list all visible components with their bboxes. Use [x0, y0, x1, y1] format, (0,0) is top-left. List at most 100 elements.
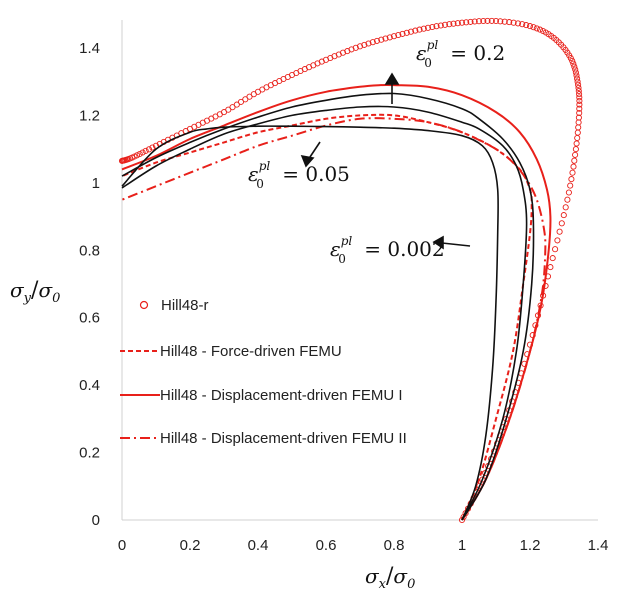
data-point [533, 25, 540, 32]
y-tick-label: 0.6 [79, 310, 100, 327]
data-point [569, 169, 576, 176]
data-point [510, 19, 517, 26]
data-point [562, 204, 569, 211]
x-tick-labels: 0 0.2 0.4 0.6 0.8 1 1.2 1.4 [118, 537, 609, 554]
arrow-0-002-head [432, 235, 444, 250]
data-point [497, 18, 504, 25]
data-point [463, 19, 470, 26]
data-point [142, 147, 149, 154]
data-point [480, 17, 487, 25]
legend: Hill48-r Hill48 - Force-driven FEMU Hill… [120, 297, 407, 447]
data-point [573, 140, 580, 147]
series-layer [118, 17, 583, 524]
data-point [574, 75, 581, 82]
y-tick-label: 0 [92, 512, 100, 529]
data-point [565, 189, 572, 196]
data-point [554, 237, 561, 244]
series-hill48-r [118, 17, 583, 524]
data-point [412, 27, 419, 34]
data-point [149, 144, 156, 151]
legend-label: Hill48 - Displacement-driven FEMU I [160, 387, 403, 404]
legend-label: Hill48 - Force-driven FEMU [160, 343, 342, 360]
data-point [433, 23, 440, 30]
data-point [576, 97, 583, 104]
data-point [519, 21, 526, 28]
data-point [560, 212, 567, 219]
data-point [575, 81, 582, 88]
annotation-arrows [300, 72, 471, 250]
data-point [492, 17, 500, 25]
data-point [523, 22, 530, 29]
data-point [429, 23, 436, 31]
data-point [568, 176, 575, 183]
data-point [556, 228, 563, 235]
data-point [571, 157, 578, 164]
x-tick-label: 0.2 [180, 537, 201, 554]
data-point [547, 264, 554, 271]
data-point [450, 20, 457, 27]
data-point [567, 182, 574, 189]
legend-marker-circle [139, 300, 149, 310]
data-point [416, 26, 423, 33]
data-point [420, 25, 427, 32]
x-tick-label: 0.8 [384, 537, 405, 554]
data-point [572, 69, 579, 76]
series-line-0pl-0-2 [121, 92, 535, 521]
data-point [361, 41, 368, 48]
data-point [446, 21, 453, 28]
x-tick-label: 1.4 [588, 537, 609, 554]
data-point [403, 29, 410, 36]
data-point [390, 33, 398, 40]
data-point [475, 18, 483, 25]
y-tick-label: 1.4 [79, 40, 100, 57]
y-tick-label: 1.2 [79, 107, 100, 124]
data-point [399, 30, 406, 37]
data-point [378, 36, 385, 43]
data-point [572, 151, 579, 158]
x-tick-label: 0.6 [316, 537, 337, 554]
data-point [564, 196, 571, 203]
data-point [365, 40, 372, 47]
legend-item-hill48-r: Hill48-r [139, 297, 209, 314]
y-tick-label: 0.2 [79, 445, 100, 462]
y-axis-label: σy/σ0 [10, 278, 60, 306]
data-point [484, 17, 491, 24]
x-tick-label: 1 [458, 537, 466, 554]
data-point [471, 18, 478, 25]
plot-area: 0 0.2 0.4 0.6 0.8 1 1.2 1.4 0 0.2 0.4 0.6 0.8 1 1.2 1.… [79, 17, 609, 554]
data-point [373, 37, 381, 44]
data-point [576, 91, 583, 98]
data-point [574, 134, 581, 142]
legend-label: Hill48-r [161, 297, 209, 314]
arrow-0-05-head [300, 154, 315, 168]
data-point [574, 129, 581, 136]
data-point [395, 31, 402, 39]
data-point [576, 94, 583, 101]
data-point [407, 28, 415, 35]
series-line-hill48-displacement-driven-femu-ii [121, 117, 547, 521]
data-point [552, 246, 559, 253]
y-tick-label: 0.4 [79, 377, 100, 394]
data-point [454, 20, 461, 27]
data-point [576, 109, 583, 117]
data-point [424, 24, 432, 31]
data-point [118, 157, 126, 164]
data-point [572, 66, 579, 73]
data-point [145, 146, 153, 153]
x-tick-label: 1.2 [520, 537, 541, 554]
y-tick-label: 0.8 [79, 242, 100, 259]
data-point [501, 18, 508, 25]
legend-item-displacement-2: Hill48 - Displacement-driven FEMU II [120, 430, 407, 447]
x-tick-label: 0.4 [248, 537, 269, 554]
data-point [139, 149, 146, 156]
data-point [574, 78, 581, 85]
arrow-0-002 [441, 242, 471, 247]
series-line-0pl-0-002 [121, 125, 499, 521]
data-point [576, 101, 583, 108]
data-point [437, 22, 444, 29]
data-point [233, 101, 240, 108]
data-point [575, 114, 582, 121]
data-point [536, 26, 544, 33]
data-point [242, 96, 249, 103]
